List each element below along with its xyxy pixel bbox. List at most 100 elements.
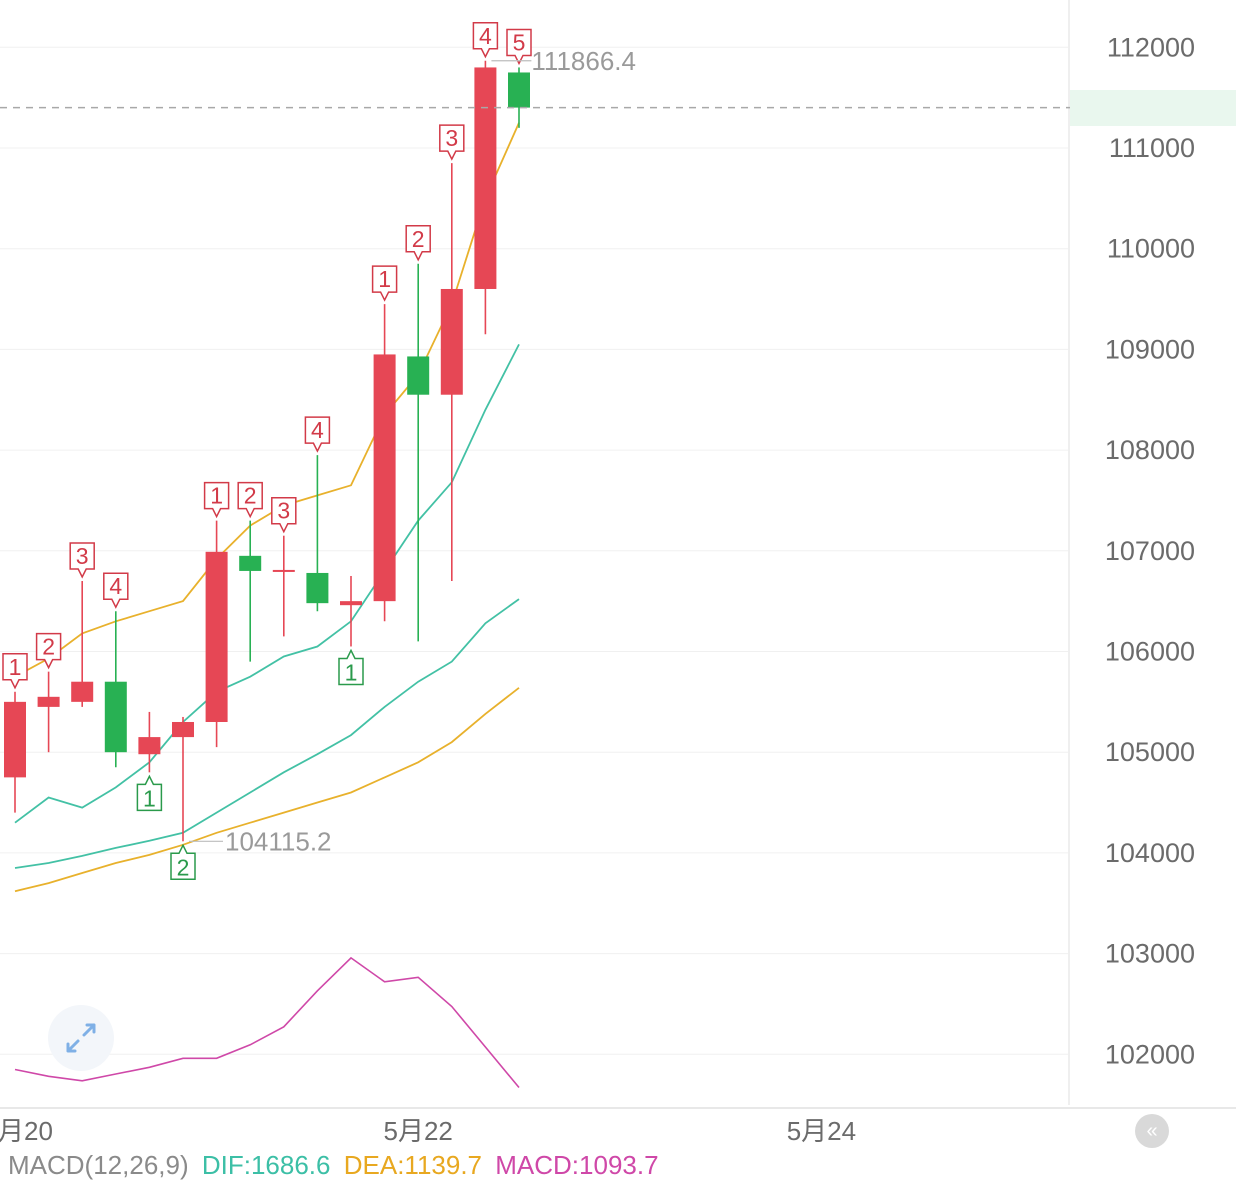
td-marker-number: 3	[445, 125, 458, 151]
dif-value: DIF:1686.6	[201, 1150, 331, 1180]
price-tick-label: 109000	[1105, 334, 1195, 364]
collapse-chart-button[interactable]: «	[1135, 1114, 1169, 1148]
candle-body	[306, 572, 329, 604]
td-marker-box	[103, 572, 129, 609]
td-marker: 5	[506, 28, 532, 66]
td-marker-number: 3	[76, 543, 89, 569]
candle-body	[407, 356, 430, 395]
td-marker-box	[439, 124, 465, 161]
td-marker-number: 1	[378, 266, 391, 292]
td-marker-number: 1	[9, 654, 22, 680]
td-marker-number: 1	[143, 785, 156, 811]
td-marker-number: 1	[345, 659, 358, 685]
td-marker-number: 4	[311, 417, 324, 443]
candle[interactable]	[205, 520, 228, 748]
candle-body	[205, 551, 228, 722]
price-tick-label: 103000	[1105, 939, 1195, 969]
candle[interactable]	[508, 67, 530, 128]
candle[interactable]	[4, 691, 26, 813]
candle[interactable]	[104, 611, 127, 768]
candle-body	[373, 354, 396, 602]
td-marker-box	[304, 416, 331, 453]
macd-params-label: MACD(12,26,9)	[8, 1150, 189, 1180]
double-chevron-left-icon: «	[1146, 1120, 1158, 1142]
candle[interactable]	[138, 711, 161, 773]
candle-body	[172, 721, 194, 738]
td-marker: 4	[304, 416, 331, 453]
td-marker: 1	[136, 774, 163, 812]
candle[interactable]	[440, 163, 463, 582]
td-marker: 2	[405, 225, 431, 262]
td-marker: 1	[203, 481, 230, 519]
candle-body	[340, 601, 362, 606]
dea-value: DEA:1139.7	[343, 1150, 483, 1180]
price-tick-label: 107000	[1105, 536, 1195, 566]
td-marker-box	[203, 481, 230, 519]
td-marker-number: 1	[210, 483, 223, 509]
td-marker-box	[472, 22, 499, 59]
macd-line	[14, 956, 520, 1089]
candle-body	[239, 555, 262, 571]
current-price-tag-bg	[1070, 90, 1236, 126]
td-marker: 3	[439, 124, 465, 161]
candle[interactable]	[71, 581, 94, 707]
td-marker-box	[136, 774, 163, 812]
price-tick-label: 112000	[1107, 32, 1195, 62]
candle-body	[474, 67, 497, 289]
candle[interactable]	[239, 520, 262, 662]
td-marker-number: 4	[109, 573, 122, 599]
macd-value: MACD:1093.7	[495, 1150, 659, 1180]
td-marker: 2	[237, 481, 263, 519]
td-marker-number: 2	[42, 634, 55, 660]
candle[interactable]	[306, 455, 329, 612]
td-marker: 1	[371, 265, 398, 302]
candle[interactable]	[172, 716, 194, 842]
date-tick-label: 月20	[0, 1116, 53, 1146]
td-marker: 4	[472, 22, 499, 59]
td-marker-box	[170, 843, 196, 881]
candle[interactable]	[272, 535, 295, 637]
low-price-label: 104115.2	[225, 826, 332, 856]
td-marker-number: 4	[479, 23, 492, 49]
time-axis: 月20 5月22 5月24	[0, 1116, 856, 1146]
price-axis: 112000 111000 110000 109000 108000 107000 1060…	[1105, 32, 1195, 1069]
date-tick-label: 5月24	[787, 1116, 856, 1146]
td-marker-number: 2	[177, 854, 190, 880]
candle[interactable]	[37, 671, 60, 753]
td-marker-box	[237, 481, 263, 519]
candle-body	[272, 569, 295, 572]
td-marker-number: 2	[412, 226, 425, 252]
moving-average-line-1	[14, 122, 520, 678]
price-tick-label: 104000	[1105, 838, 1195, 868]
macd-series-line	[14, 956, 520, 1089]
price-tick-label: 108000	[1105, 435, 1195, 465]
td-marker: 2	[170, 843, 196, 881]
candle[interactable]	[407, 263, 430, 642]
td-marker-box	[35, 632, 62, 670]
candle-body	[71, 681, 94, 702]
price-tick-label: 102000	[1105, 1039, 1195, 1069]
candle-body	[104, 681, 127, 753]
candle[interactable]	[340, 575, 362, 647]
td-marker-box	[506, 28, 532, 66]
td-marker-number: 5	[513, 29, 526, 55]
grid-lines	[0, 46, 1069, 1055]
expand-chart-button[interactable]	[48, 1005, 114, 1071]
macd-legend: MACD(12,26,9) DIF:1686.6 DEA:1139.7 MACD…	[8, 1150, 665, 1181]
td-marker: 4	[103, 572, 129, 609]
moving-average-line-3	[14, 598, 520, 869]
td-marker: 3	[69, 542, 95, 579]
td-marker: 1	[2, 653, 28, 690]
price-tick-label: 111000	[1109, 133, 1195, 163]
td-marker-box	[371, 265, 398, 302]
td-marker-number: 2	[244, 483, 257, 509]
candle[interactable]	[373, 304, 396, 622]
td-marker-box	[338, 648, 364, 686]
candle-body	[508, 72, 530, 108]
td-marker-number: 3	[277, 498, 290, 524]
candlesticks[interactable]	[4, 60, 530, 842]
candle[interactable]	[474, 60, 497, 335]
price-tick-label: 106000	[1105, 637, 1195, 667]
